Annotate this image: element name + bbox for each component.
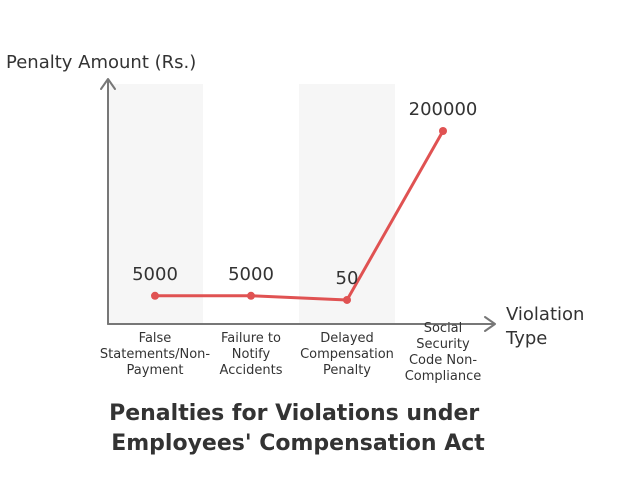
data-label: 5000 xyxy=(132,264,178,285)
x-tick-label-line: Security xyxy=(416,337,470,352)
x-tick-label-line: False xyxy=(139,331,172,346)
x-tick-label-line: Statements/Non- xyxy=(100,347,210,362)
x-tick-label-line: Payment xyxy=(127,363,184,378)
category-bands xyxy=(107,84,395,324)
series-penalty-amount xyxy=(151,127,447,304)
x-axis-label-line: Violation xyxy=(506,304,584,325)
data-label: 200000 xyxy=(409,99,478,120)
axes xyxy=(100,78,496,332)
x-tick-label: False Statements/Non-Payment xyxy=(100,331,210,378)
data-point xyxy=(247,291,255,300)
x-tick-label-line: Social xyxy=(424,321,463,336)
category-band xyxy=(299,84,395,324)
x-tick-label-line: Accidents xyxy=(220,363,283,378)
x-tick-label-line: Penalty xyxy=(323,363,371,378)
series-line xyxy=(153,129,445,302)
x-axis-label: Violation Type xyxy=(505,304,590,349)
x-tick-label: Social Security Code Non-Compliance xyxy=(405,321,482,384)
y-axis-arrowhead xyxy=(100,78,116,90)
category-band xyxy=(107,84,203,324)
x-tick-label-line: Failure to xyxy=(221,331,281,346)
x-tick-label-line: Delayed xyxy=(320,331,374,346)
data-labels: 5000 5000 50 200000 xyxy=(132,99,477,289)
x-tick-label: Delayed Compensation Penalty xyxy=(300,331,394,378)
chart-title: Penalties for Violations under Employees… xyxy=(109,401,487,456)
x-axis-label-line: Type xyxy=(505,328,547,349)
data-point xyxy=(439,127,447,135)
y-axis-label: Penalty Amount (Rs.) xyxy=(6,52,196,73)
data-point xyxy=(343,295,351,304)
data-label: 50 xyxy=(336,268,359,289)
x-axis-arrowhead xyxy=(484,316,496,332)
chart-title-line: Employees' Compensation Act xyxy=(111,431,485,456)
x-tick-label-line: Compensation xyxy=(300,347,394,362)
x-tick-label-line: Notify xyxy=(232,347,271,362)
data-label: 5000 xyxy=(228,264,274,285)
x-tick-label-line: Code Non- xyxy=(409,353,477,368)
x-tick-label: Failure to Notify Accidents xyxy=(220,331,283,378)
x-tick-label-line: Compliance xyxy=(405,369,482,384)
data-point xyxy=(151,291,159,300)
chart-title-line: Penalties for Violations under xyxy=(109,401,479,426)
